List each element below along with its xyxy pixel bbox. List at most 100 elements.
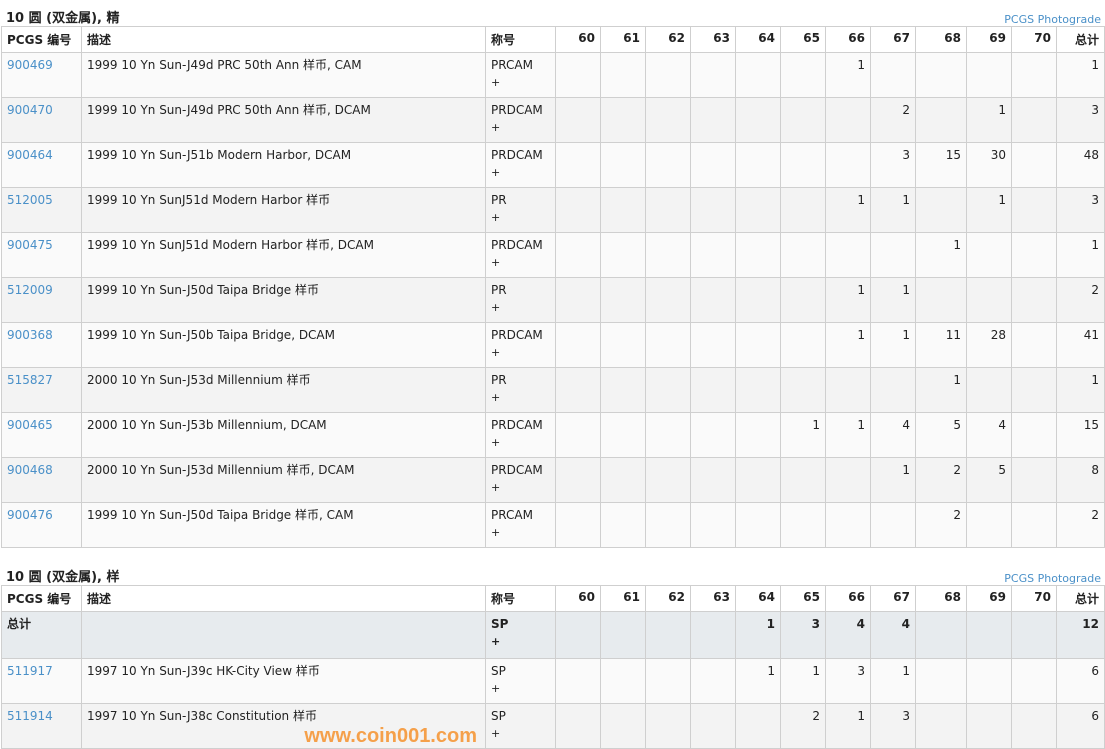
grade-count: 2 xyxy=(915,502,967,548)
header-grade-70: 70 xyxy=(1011,585,1057,612)
pcgs-number-link[interactable]: 900468 xyxy=(7,463,53,477)
grade-count xyxy=(1011,502,1057,548)
designation-cell: PRDCAM + xyxy=(485,142,556,188)
designation: PR xyxy=(491,373,507,387)
grade-count xyxy=(1011,142,1057,188)
grade-count: 4 xyxy=(966,412,1012,458)
row-total: 12 xyxy=(1056,611,1105,659)
pcgs-number-link[interactable]: 511914 xyxy=(7,709,53,723)
header-total: 总计 xyxy=(1056,585,1105,612)
designation: SP xyxy=(491,709,506,723)
grade-count xyxy=(1011,367,1057,413)
photograde-link[interactable]: PCGS Photograde xyxy=(1004,13,1101,26)
designation: PR xyxy=(491,193,507,207)
description: 1999 10 Yn SunJ51d Modern Harbor 样币 xyxy=(87,193,331,207)
grade-count xyxy=(735,367,781,413)
grade-count: 1 xyxy=(825,277,871,323)
designation: SP xyxy=(491,664,506,678)
grade-count: 3 xyxy=(825,658,871,704)
grade-count: 2 xyxy=(915,457,967,503)
grade-count: 5 xyxy=(966,457,1012,503)
designation-cell: PRDCAM + xyxy=(485,457,556,503)
header-grade-63: 63 xyxy=(690,26,736,53)
grade-count xyxy=(735,502,781,548)
grade-count xyxy=(735,97,781,143)
pcgs-number-link[interactable]: 511917 xyxy=(7,664,53,678)
pcgs-number-link[interactable]: 900475 xyxy=(7,238,53,252)
grade-count: 1 xyxy=(780,412,826,458)
header-pcgs-number: PCGS 编号 xyxy=(1,585,82,612)
grade-count xyxy=(915,611,967,659)
pcgs-number-link[interactable]: 512009 xyxy=(7,283,53,297)
description-cell: 1999 10 Yn Sun-J50d Taipa Bridge 样币, CAM xyxy=(81,502,486,548)
grade-count xyxy=(600,52,646,98)
header-grade-66: 66 xyxy=(825,585,871,612)
grade-count: 30 xyxy=(966,142,1012,188)
grade-count: 1 xyxy=(915,232,967,278)
grade-count xyxy=(645,412,691,458)
grade-count xyxy=(600,611,646,659)
grade-count xyxy=(915,187,967,233)
pcgs-number-link[interactable]: 515827 xyxy=(7,373,53,387)
grade-count: 4 xyxy=(825,611,871,659)
table-row: 900476 1999 10 Yn Sun-J50d Taipa Bridge … xyxy=(1,502,1105,548)
grade-count xyxy=(690,502,736,548)
plus-mark: + xyxy=(491,121,501,134)
designation-cell: PRDCAM + xyxy=(485,322,556,368)
description-cell: 1999 10 Yn Sun-J50d Taipa Bridge 样币 xyxy=(81,277,486,323)
header-grade-65: 65 xyxy=(780,585,826,612)
grade-count xyxy=(825,97,871,143)
header-row: PCGS 编号 描述 称号 60 61 62 63 64 65 66 67 68 69 70 总计 xyxy=(1,26,1105,53)
population-table: PCGS 编号 描述 称号 60 61 62 63 64 65 66 67 68 69 70 总计 90… xyxy=(1,26,1105,548)
grade-count xyxy=(555,611,601,659)
pcgs-number-link[interactable]: 900476 xyxy=(7,508,53,522)
grade-count: 1 xyxy=(735,658,781,704)
designation-cell: PRDCAM + xyxy=(485,97,556,143)
grade-count: 11 xyxy=(915,322,967,368)
header-grade-67: 67 xyxy=(870,585,916,612)
designation-cell: PRDCAM + xyxy=(485,232,556,278)
grade-count xyxy=(555,52,601,98)
grade-count xyxy=(870,52,916,98)
grade-count xyxy=(645,658,691,704)
plus-mark: + xyxy=(491,166,501,179)
grade-count xyxy=(600,367,646,413)
grade-count xyxy=(735,457,781,503)
pcgs-number-link[interactable]: 900469 xyxy=(7,58,53,72)
population-table: PCGS 编号 描述 称号 60 61 62 63 64 65 66 67 68 69 70 总计 总计 … xyxy=(1,585,1105,749)
header-grade-61: 61 xyxy=(600,26,646,53)
pcgs-number-link[interactable]: 900465 xyxy=(7,418,53,432)
grade-count xyxy=(600,658,646,704)
grade-count xyxy=(555,457,601,503)
pcgs-number-link[interactable]: 900470 xyxy=(7,103,53,117)
grade-count xyxy=(600,277,646,323)
header-designation: 称号 xyxy=(485,585,556,612)
designation: PR xyxy=(491,283,507,297)
table-row: 900464 1999 10 Yn Sun-J51b Modern Harbor… xyxy=(1,142,1105,188)
pcgs-number-link[interactable]: 900464 xyxy=(7,148,53,162)
grade-count xyxy=(825,457,871,503)
table-row: 511917 1997 10 Yn Sun-J39c HK-City View … xyxy=(1,658,1105,704)
grade-count xyxy=(780,187,826,233)
pcgs-number-cell: 900469 xyxy=(1,52,82,98)
grade-count: 1 xyxy=(966,187,1012,233)
grade-count: 3 xyxy=(780,611,826,659)
designation: PRCAM xyxy=(491,508,533,522)
grade-count xyxy=(645,367,691,413)
grade-count: 1 xyxy=(825,703,871,749)
designation-cell: PRCAM + xyxy=(485,52,556,98)
description: 2000 10 Yn Sun-J53b Millennium, DCAM xyxy=(87,418,327,432)
row-total: 6 xyxy=(1056,658,1105,704)
pcgs-number-link[interactable]: 512005 xyxy=(7,193,53,207)
grade-count xyxy=(690,232,736,278)
pcgs-number-cell: 512005 xyxy=(1,187,82,233)
header-grade-63: 63 xyxy=(690,585,736,612)
description: 1999 10 Yn SunJ51d Modern Harbor 样币, DCA… xyxy=(87,238,374,252)
grade-count xyxy=(825,232,871,278)
grade-count: 2 xyxy=(870,97,916,143)
plus-mark: + xyxy=(491,211,501,224)
photograde-link[interactable]: PCGS Photograde xyxy=(1004,572,1101,585)
pcgs-number-link[interactable]: 900368 xyxy=(7,328,53,342)
plus-mark: + xyxy=(491,727,501,740)
grade-count xyxy=(555,322,601,368)
